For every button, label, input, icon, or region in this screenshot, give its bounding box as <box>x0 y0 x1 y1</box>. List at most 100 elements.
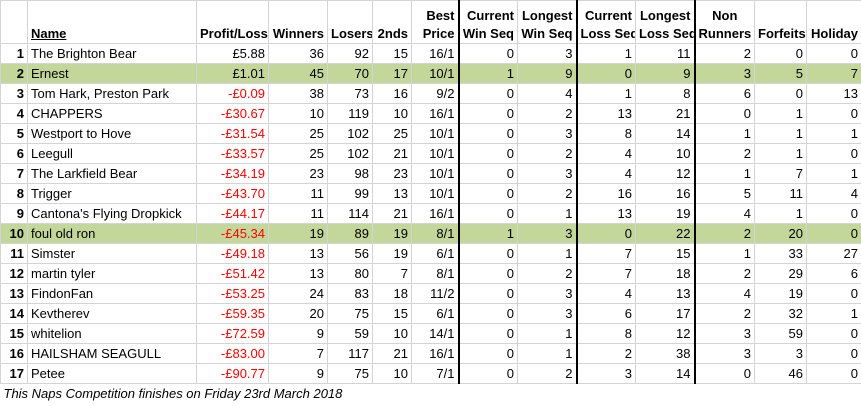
value-cell: 0 <box>806 323 861 344</box>
value-cell: 2 <box>575 343 636 364</box>
header-text: Profit/Loss <box>200 26 268 41</box>
value-cell: 2 <box>517 183 577 204</box>
value-cell: 4 <box>575 163 636 184</box>
table-row: 10 foul old ron -£45.34 19 89 19 8/1 1 3 0 22 2 20 0 <box>0 223 861 244</box>
table-row: 5 Westport to Hove -£31.54 25 102 25 10/1 0 3 8 14… <box>0 123 861 144</box>
value-cell: 13 <box>806 83 861 104</box>
rank-cell: 17 <box>0 363 28 384</box>
value-cell: 10/1 <box>411 183 459 204</box>
value-cell: 11 <box>268 203 328 224</box>
value-cell: 13 <box>268 243 328 264</box>
value-cell: 3 <box>517 43 577 64</box>
value-cell: 2 <box>517 103 577 124</box>
value-cell: 117 <box>327 343 373 364</box>
name-cell: Simster <box>27 243 197 264</box>
value-cell: 2 <box>693 223 755 244</box>
column-header: Non Runners <box>693 0 755 44</box>
value-cell: 3 <box>754 343 807 364</box>
value-cell: 6 <box>806 263 861 284</box>
value-cell: 17 <box>372 63 412 84</box>
table-row: 17 Petee -£90.77 9 75 10 7/1 0 2 3 14 0 46 0 <box>0 363 861 384</box>
column-header: Winners <box>268 0 328 44</box>
table-row: 13 FindonFan -£53.25 24 83 18 11/2 0 3 4 13 4 19 0 <box>0 283 861 304</box>
value-cell: 38 <box>268 83 328 104</box>
rank-cell: 11 <box>0 243 28 264</box>
value-cell: 16 <box>575 183 636 204</box>
value-cell: 5 <box>693 183 755 204</box>
value-cell: 45 <box>268 63 328 84</box>
value-cell: 18 <box>372 283 412 304</box>
value-cell: -£30.67 <box>196 103 269 124</box>
value-cell: 75 <box>327 303 373 324</box>
rank-cell: 13 <box>0 283 28 304</box>
table-row: 9 Cantona's Flying Dropkick -£44.17 11 114 21… <box>0 203 861 224</box>
value-cell: 1 <box>517 323 577 344</box>
value-cell: 10/1 <box>411 63 459 84</box>
value-cell: 73 <box>327 83 373 104</box>
value-cell: 11/2 <box>411 283 459 304</box>
value-cell: 36 <box>268 43 328 64</box>
value-cell: 16/1 <box>411 103 459 124</box>
table-row: 7 The Larkfield Bear -£34.19 23 98 23 10/1 0 3 4 1… <box>0 163 861 184</box>
table-row: 8 Trigger -£43.70 11 99 13 10/1 0 2 16 16 5 11 4 <box>0 183 861 204</box>
header-text: Current <box>585 8 632 23</box>
value-cell: 4 <box>575 283 636 304</box>
value-cell: 99 <box>327 183 373 204</box>
value-cell: 59 <box>327 323 373 344</box>
value-cell: 21 <box>372 203 412 224</box>
value-cell: 0 <box>457 203 518 224</box>
value-cell: 16/1 <box>411 203 459 224</box>
column-header: Profit/Loss <box>196 0 269 44</box>
table-row: 3 Tom Hark, Preston Park -£0.09 38 73 16 9/2 0 4… <box>0 83 861 104</box>
header-text: Forfeits <box>758 26 806 41</box>
value-cell: 0 <box>457 143 518 164</box>
value-cell: 19 <box>268 223 328 244</box>
value-cell: 98 <box>327 163 373 184</box>
name-cell: FindonFan <box>27 283 197 304</box>
value-cell: 1 <box>517 343 577 364</box>
value-cell: 20 <box>754 223 807 244</box>
header-text: Name <box>31 26 67 41</box>
value-cell: 7/1 <box>411 363 459 384</box>
value-cell: 1 <box>754 203 807 224</box>
value-cell: 0 <box>457 43 518 64</box>
name-cell: Leegull <box>27 143 197 164</box>
value-cell: 9 <box>517 63 577 84</box>
value-cell: 0 <box>457 163 518 184</box>
value-cell: 16/1 <box>411 343 459 364</box>
value-cell: 1 <box>575 43 636 64</box>
name-cell: Tom Hark, Preston Park <box>27 83 197 104</box>
value-cell: 15 <box>635 243 695 264</box>
value-cell: 1 <box>517 203 577 224</box>
value-cell: 0 <box>457 303 518 324</box>
value-cell: 3 <box>575 363 636 384</box>
name-cell: Cantona's Flying Dropkick <box>27 203 197 224</box>
value-cell: 10 <box>372 323 412 344</box>
table-row: 4 CHAPPERS -£30.67 10 119 10 16/1 0 2 13 21 0 1 0 <box>0 103 861 124</box>
footer-row: This Naps Competition finishes on Friday… <box>1 384 861 404</box>
value-cell: 2 <box>693 263 755 284</box>
value-cell: 6 <box>575 303 636 324</box>
value-cell: 92 <box>327 43 373 64</box>
value-cell: 3 <box>517 283 577 304</box>
value-cell: 1 <box>575 83 636 104</box>
header-text: Longest <box>521 8 573 23</box>
column-header: 2nds <box>372 0 412 44</box>
header-text: Win Seq <box>521 26 573 41</box>
value-cell: 3 <box>517 123 577 144</box>
value-cell: 70 <box>327 63 373 84</box>
value-cell: 0 <box>575 223 636 244</box>
value-cell: 19 <box>635 203 695 224</box>
value-cell: 5 <box>754 63 807 84</box>
rank-header <box>0 0 28 44</box>
value-cell: 0 <box>806 363 861 384</box>
value-cell: 12 <box>635 163 695 184</box>
header-text: Winners <box>272 26 324 41</box>
value-cell: 14 <box>635 363 695 384</box>
value-cell: 2 <box>517 143 577 164</box>
value-cell: -£34.19 <box>196 163 269 184</box>
value-cell: 0 <box>806 43 861 64</box>
value-cell: 16/1 <box>411 43 459 64</box>
